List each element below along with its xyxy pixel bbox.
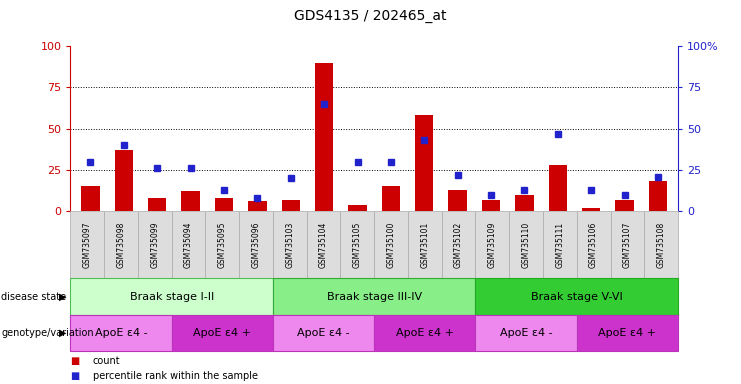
Text: GSM735110: GSM735110 — [522, 222, 531, 268]
Text: ▶: ▶ — [59, 291, 67, 302]
Text: ApoE ε4 +: ApoE ε4 + — [193, 328, 251, 338]
Text: ■: ■ — [70, 356, 79, 366]
Bar — [415, 116, 433, 211]
Text: GSM735100: GSM735100 — [387, 222, 396, 268]
Text: GSM735104: GSM735104 — [319, 222, 328, 268]
Text: percentile rank within the sample: percentile rank within the sample — [93, 371, 258, 381]
Bar — [482, 200, 500, 211]
Text: count: count — [93, 356, 120, 366]
Text: ApoE ε4 -: ApoE ε4 - — [499, 328, 553, 338]
Text: GSM735094: GSM735094 — [184, 222, 193, 268]
Text: GDS4135 / 202465_at: GDS4135 / 202465_at — [294, 9, 447, 23]
Text: GSM735098: GSM735098 — [116, 222, 125, 268]
Bar — [282, 200, 300, 211]
Text: GSM735108: GSM735108 — [657, 222, 665, 268]
Text: GSM735105: GSM735105 — [353, 222, 362, 268]
Bar — [616, 200, 634, 211]
Text: GSM735096: GSM735096 — [251, 222, 261, 268]
Text: GSM735106: GSM735106 — [589, 222, 598, 268]
Text: ApoE ε4 +: ApoE ε4 + — [396, 328, 453, 338]
Text: ApoE ε4 +: ApoE ε4 + — [599, 328, 657, 338]
Bar — [82, 187, 99, 211]
Bar — [448, 190, 467, 211]
Bar — [649, 182, 667, 211]
Bar — [182, 191, 200, 211]
Text: ApoE ε4 -: ApoE ε4 - — [95, 328, 147, 338]
Text: GSM735109: GSM735109 — [488, 222, 497, 268]
Text: Braak stage III-IV: Braak stage III-IV — [327, 291, 422, 302]
Text: disease state: disease state — [1, 291, 67, 302]
Text: GSM735099: GSM735099 — [150, 222, 159, 268]
Text: GSM735101: GSM735101 — [420, 222, 429, 268]
Bar — [148, 198, 167, 211]
Bar — [382, 187, 400, 211]
Bar — [582, 208, 600, 211]
Bar — [115, 150, 133, 211]
Text: ApoE ε4 -: ApoE ε4 - — [297, 328, 350, 338]
Text: GSM735097: GSM735097 — [83, 222, 92, 268]
Bar — [215, 198, 233, 211]
Bar — [515, 195, 534, 211]
Text: Braak stage I-II: Braak stage I-II — [130, 291, 214, 302]
Text: Braak stage V-VI: Braak stage V-VI — [531, 291, 622, 302]
Text: ▶: ▶ — [59, 328, 67, 338]
Bar — [548, 165, 567, 211]
Text: GSM735102: GSM735102 — [454, 222, 463, 268]
Text: GSM735095: GSM735095 — [218, 222, 227, 268]
Text: ■: ■ — [70, 371, 79, 381]
Text: GSM735111: GSM735111 — [555, 222, 565, 268]
Bar — [315, 63, 333, 211]
Bar — [248, 201, 267, 211]
Text: GSM735103: GSM735103 — [285, 222, 294, 268]
Bar — [348, 205, 367, 211]
Text: genotype/variation: genotype/variation — [1, 328, 94, 338]
Text: GSM735107: GSM735107 — [623, 222, 632, 268]
